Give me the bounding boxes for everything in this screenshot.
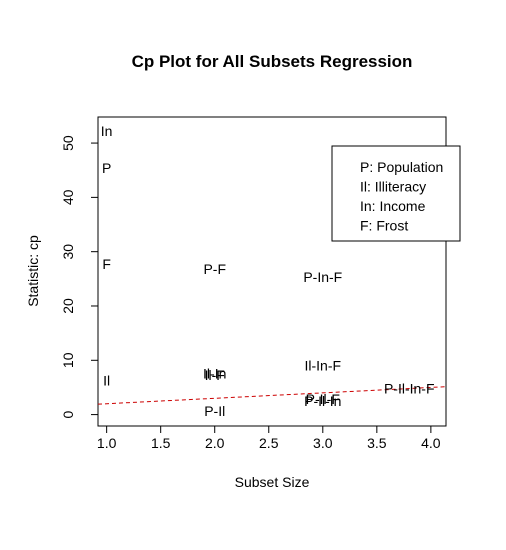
y-tick-label: 20 bbox=[60, 298, 76, 314]
x-axis-title: Subset Size bbox=[235, 474, 310, 490]
point-label: P-F bbox=[203, 261, 226, 277]
y-tick-label: 40 bbox=[60, 189, 76, 205]
y-tick-label: 30 bbox=[60, 244, 76, 260]
point-label: Il-In bbox=[203, 365, 226, 381]
x-axis: 1.0 1.5 2.0 2.5 3.0 3.5 4.0 bbox=[97, 425, 441, 451]
y-tick-label: 10 bbox=[60, 352, 76, 368]
x-tick-label: 3.5 bbox=[367, 435, 387, 451]
legend-entry: Il: Illiteracy bbox=[360, 179, 426, 195]
point-label: Il-F bbox=[205, 367, 225, 383]
point-label: Il bbox=[103, 372, 110, 388]
point-label: P bbox=[102, 160, 111, 176]
point-label: P-Il-In-F bbox=[384, 381, 435, 397]
x-tick-label: 2.5 bbox=[259, 435, 279, 451]
chart-title: Cp Plot for All Subsets Regression bbox=[132, 52, 413, 71]
x-tick-label: 3.0 bbox=[313, 435, 333, 451]
point-label: F bbox=[102, 256, 111, 272]
point-label: In bbox=[101, 123, 113, 139]
legend-box bbox=[331, 145, 461, 242]
y-axis: 0 10 20 30 40 50 bbox=[60, 135, 99, 418]
legend-entry: In: Income bbox=[360, 198, 426, 214]
legend: P: Population Il: Illiteracy In: Income F: … bbox=[331, 145, 461, 242]
reference-line bbox=[97, 386, 447, 405]
point-label: P-In-F bbox=[303, 269, 342, 285]
point-label: Il-In-F bbox=[305, 358, 342, 374]
x-tick-label: 4.0 bbox=[421, 435, 441, 451]
x-tick-label: 1.0 bbox=[97, 435, 117, 451]
point-label: P-Il bbox=[204, 403, 225, 419]
x-tick-label: 1.5 bbox=[151, 435, 171, 451]
point-label: P-Il-F bbox=[306, 391, 340, 407]
y-tick-label: 50 bbox=[60, 135, 76, 151]
y-tick-label: 0 bbox=[60, 410, 76, 418]
x-tick-label: 2.0 bbox=[205, 435, 225, 451]
y-axis-title: Statistic: cp bbox=[25, 235, 41, 307]
legend-entry: F: Frost bbox=[360, 218, 408, 234]
point-label: P-Il-In bbox=[304, 393, 341, 409]
legend-entry: P: Population bbox=[360, 159, 443, 175]
